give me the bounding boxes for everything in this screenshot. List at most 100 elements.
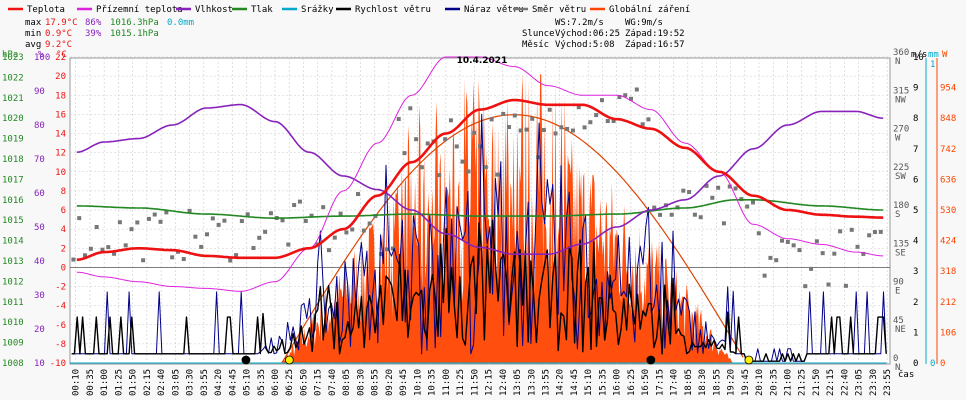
x-tick-label: 23:55 (883, 369, 893, 396)
wind-direction-mark (321, 205, 326, 210)
wind-direction-mark (443, 137, 448, 142)
wind-direction-mark (367, 221, 372, 226)
wind-direction-mark (402, 151, 407, 156)
chart-title: 10.4.2021 (457, 56, 508, 66)
wind-direction-mark (390, 246, 395, 251)
temperature-tick: 22 (55, 53, 66, 63)
sun-moon-marker (744, 355, 754, 365)
wind-direction-mark (785, 239, 790, 244)
wind-ms-tick: 5 (913, 206, 918, 216)
wind-direction-mark (687, 190, 692, 195)
radiation-tick: 742 (940, 145, 956, 155)
wind-direction-mark (768, 255, 773, 260)
wind-direction-mark (170, 255, 175, 260)
wind-direction-mark (867, 233, 872, 238)
wind-ms-tick: 1 (913, 328, 918, 338)
radiation-tick: 212 (940, 298, 956, 308)
wind-direction-mark (797, 248, 802, 253)
ms-header: m/s (911, 50, 927, 60)
sun-set: Západ:19:52 (625, 29, 685, 39)
x-tick-label: 23:05 (855, 369, 865, 396)
x-tick-label: 03:05 (171, 369, 181, 396)
humidity-tick: 60 (34, 189, 45, 199)
wind-direction-mark (199, 244, 204, 249)
wind-dir-label: NE (895, 325, 906, 335)
x-tick-label: 19:20 (727, 369, 737, 396)
wind-direction-mark (228, 258, 233, 263)
pressure-line (76, 199, 884, 219)
x-tick-label: 05:35 (257, 369, 267, 396)
mm-header: mm (928, 50, 939, 60)
w-header: W (942, 50, 948, 60)
wind-dir-tick: 360 (893, 48, 909, 58)
wind-direction-mark (617, 94, 622, 99)
wind-direction-mark (280, 218, 285, 223)
x-tick-label: 16:50 (641, 369, 651, 396)
x-tick-label: 09:45 (399, 369, 409, 396)
moon-label: Měsíc (522, 40, 549, 50)
wind-direction-mark (106, 245, 111, 250)
wind-dir-tick: 315 (893, 86, 909, 96)
legend-label: Přízemní teplota (96, 5, 183, 15)
wind-direction-mark (721, 221, 726, 226)
x-tick-label: 10:10 (413, 369, 423, 396)
x-tick-label: 05:10 (243, 369, 253, 396)
wind-dir-label: W (895, 134, 901, 144)
wind-ms-tick: 9 (913, 84, 918, 94)
humidity-tick: 70 (34, 155, 45, 165)
wind-direction-mark (361, 228, 366, 233)
radiation-tick: 848 (940, 114, 956, 124)
pressure-tick: 1008 (2, 359, 24, 369)
wind-direction-mark (419, 165, 424, 170)
x-tick-label: 06:50 (299, 369, 309, 396)
wind-direction-mark (146, 216, 151, 221)
wind-direction-mark (454, 144, 459, 149)
legend-label: Teplota (27, 5, 65, 15)
x-tick-label: 04:20 (214, 369, 224, 396)
wind-direction-mark (576, 105, 581, 110)
wind-direction-mark (611, 118, 616, 123)
wind-ms-tick: 3 (913, 267, 918, 277)
wind-dir-label: N (895, 57, 900, 67)
wind-direction-mark (385, 247, 390, 252)
wind-direction-mark (582, 125, 587, 130)
humidity-tick: 30 (34, 291, 45, 301)
pressure-tick: 1022 (2, 73, 24, 83)
wind-direction-mark (251, 246, 256, 251)
wind-ms-tick: 8 (913, 114, 918, 124)
x-tick-label: 18:55 (712, 369, 722, 396)
wind-direction-mark (373, 214, 378, 219)
wind-direction-mark (570, 128, 575, 133)
wind-direction-mark (141, 258, 146, 263)
wind-dir-tick: 45 (893, 316, 904, 326)
radiation-tick: 106 (940, 328, 956, 338)
legend-label: Tlak (251, 5, 273, 15)
temperature-tick: 12 (55, 149, 66, 159)
wind-ms-tick: 6 (913, 175, 918, 185)
wind-ws: WS:7.2m/s (555, 18, 604, 28)
pressure-tick: 1017 (2, 175, 24, 185)
wind-dir-label: SE (895, 248, 906, 258)
pct-header: % (38, 50, 44, 60)
wind-direction-mark (88, 246, 93, 251)
temperature-tick: -10 (50, 359, 66, 369)
x-tick-label: 08:30 (356, 369, 366, 396)
wind-direction-mark (698, 215, 703, 220)
wind-direction-mark (239, 219, 244, 224)
stats-max-temp: 17.9°C (45, 18, 78, 28)
temperature-tick: 6 (61, 206, 66, 216)
degc-header: °C (56, 50, 67, 60)
pressure-tick: 1013 (2, 257, 24, 267)
wind-direction-mark (234, 253, 239, 258)
rain-tick: 1 (930, 60, 935, 70)
wind-direction-mark (652, 205, 657, 210)
radiation-tick: 318 (940, 267, 956, 277)
wind-direction-mark (704, 183, 709, 188)
wind-direction-mark (716, 185, 721, 190)
wind-direction-mark (297, 199, 302, 204)
x-tick-label: 20:35 (769, 369, 779, 396)
temperature-tick: 8 (61, 187, 66, 197)
wind-direction-mark (750, 200, 755, 205)
x-tick-label: 17:40 (670, 369, 680, 396)
